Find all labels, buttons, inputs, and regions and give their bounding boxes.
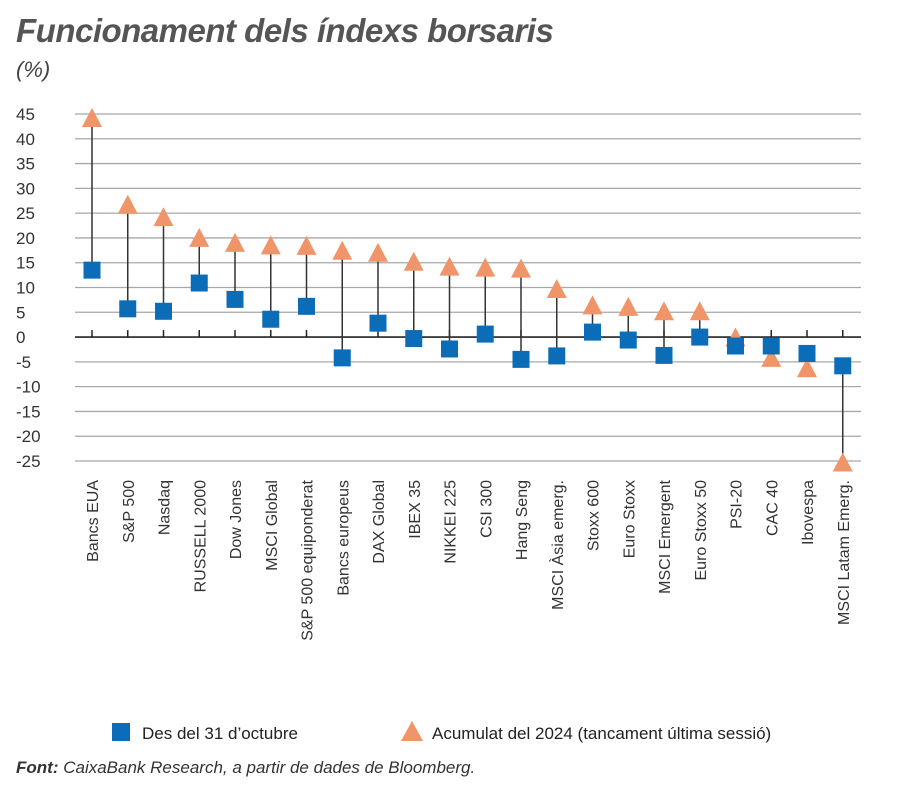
x-tick-label: NIKKEI 225 xyxy=(443,480,460,564)
x-tick-label: Nasdaq xyxy=(157,480,174,535)
square-point xyxy=(155,302,172,320)
x-tick-label: Euro Stoxx xyxy=(621,480,638,558)
triangle-point xyxy=(153,207,174,227)
y-tick-label: -5 xyxy=(16,353,31,372)
square-point xyxy=(369,314,387,332)
y-tick-label: 35 xyxy=(16,155,35,174)
legend-label: Des del 31 d’octubre xyxy=(142,724,298,743)
source-label: Font: xyxy=(16,758,59,777)
x-tick-label: IBEX 35 xyxy=(407,480,424,539)
x-tick-label: DAX Global xyxy=(371,480,388,564)
x-tick-label: RUSSELL 2000 xyxy=(192,480,209,592)
legend-triangle-icon xyxy=(401,721,423,741)
y-axis-unit: (%) xyxy=(16,57,51,82)
triangle-point xyxy=(225,232,245,252)
x-tick-label: Dow Jones xyxy=(228,480,245,559)
legend-label: Acumulat del 2024 (tancament última sess… xyxy=(432,724,771,743)
square-point xyxy=(619,331,637,349)
source-text: CaixaBank Research, a partir de dades de… xyxy=(58,758,476,777)
square-point xyxy=(190,274,208,292)
x-tick-label: CSI 300 xyxy=(478,480,495,538)
triangle-point xyxy=(439,256,460,276)
triangle-point xyxy=(296,235,317,255)
square-point xyxy=(119,300,137,318)
y-tick-label: 25 xyxy=(16,204,35,223)
square-point xyxy=(548,347,566,365)
x-tick-label: S&P 500 equiponderat xyxy=(300,479,317,640)
square-point xyxy=(262,310,280,328)
triangle-point xyxy=(403,251,424,271)
square-point xyxy=(333,349,351,367)
triangle-point xyxy=(475,257,496,277)
y-tick-label: -10 xyxy=(16,378,41,397)
square-point xyxy=(798,344,816,362)
x-tick-label: CAC 40 xyxy=(764,480,781,536)
y-tick-label: 45 xyxy=(16,105,35,124)
square-point xyxy=(226,290,244,308)
triangle-point xyxy=(368,242,388,262)
x-tick-label: Bancs EUA xyxy=(85,480,102,562)
triangle-point xyxy=(117,194,138,214)
y-tick-label: 40 xyxy=(16,130,35,149)
square-point xyxy=(441,340,458,358)
square-point xyxy=(762,337,780,355)
triangle-point xyxy=(332,240,353,260)
chart-title: Funcionament dels índexs borsaris xyxy=(16,12,554,49)
y-tick-label: 5 xyxy=(16,303,25,322)
triangle-point xyxy=(82,107,102,127)
x-tick-label: Hang Seng xyxy=(514,480,531,560)
x-tick-label: MSCI Global xyxy=(264,480,281,571)
square-point xyxy=(298,297,315,315)
square-point xyxy=(691,328,709,346)
y-tick-label: 10 xyxy=(16,279,35,298)
square-point xyxy=(727,337,744,355)
square-point xyxy=(834,357,852,375)
y-tick-label: 20 xyxy=(16,229,35,248)
triangle-point xyxy=(689,301,710,321)
x-tick-label: Euro Stoxx 50 xyxy=(693,480,710,581)
legend-square-icon xyxy=(112,723,130,741)
x-tick-label: S&P 500 xyxy=(121,480,138,543)
source-note: Font: CaixaBank Research, a partir de da… xyxy=(16,758,475,778)
y-tick-label: -25 xyxy=(16,452,41,471)
triangle-point xyxy=(511,258,531,278)
triangle-point xyxy=(260,235,281,255)
x-tick-label: Stoxx 600 xyxy=(586,480,603,551)
y-tick-label: -20 xyxy=(16,427,41,446)
y-tick-label: 30 xyxy=(16,179,35,198)
triangle-point xyxy=(797,358,817,378)
x-tick-label: MSCI Latam Emerg. xyxy=(836,480,853,625)
square-point xyxy=(83,261,101,279)
triangle-point xyxy=(546,278,567,298)
triangle-point xyxy=(761,347,782,367)
triangle-point xyxy=(654,301,674,321)
x-tick-label: MSCI Àsia emerg. xyxy=(548,480,567,610)
x-tick-label: Bancs europeus xyxy=(335,480,352,596)
triangle-point xyxy=(582,295,603,315)
square-point xyxy=(476,325,494,343)
x-tick-label: MSCI Emergent xyxy=(657,479,674,593)
triangle-point xyxy=(618,296,639,316)
x-tick-label: PSI-20 xyxy=(729,480,746,529)
square-point xyxy=(512,350,530,368)
y-tick-label: -15 xyxy=(16,402,41,421)
y-tick-label: 15 xyxy=(16,254,35,273)
square-point xyxy=(584,323,601,341)
x-tick-label: Ibovespa xyxy=(800,480,817,545)
y-tick-label: 0 xyxy=(16,328,25,347)
square-point xyxy=(405,330,423,348)
square-point xyxy=(655,346,673,364)
triangle-point xyxy=(189,227,210,247)
triangle-point xyxy=(832,452,853,472)
